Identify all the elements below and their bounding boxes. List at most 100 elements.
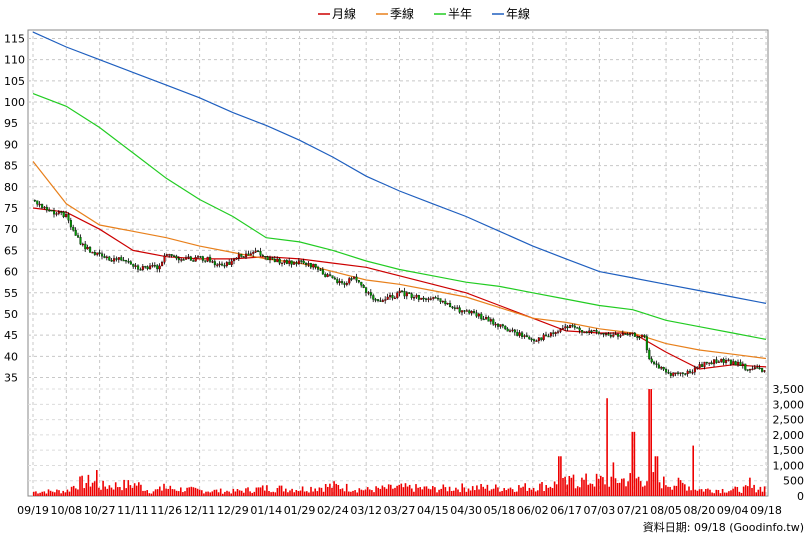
candle-body xyxy=(643,334,646,337)
volume-bar xyxy=(457,489,459,496)
volume-tick-label: 500 xyxy=(783,475,804,488)
volume-bar xyxy=(539,483,541,496)
candle-body xyxy=(681,372,684,374)
candle-body xyxy=(530,338,533,341)
date-tick-label: 10/08 xyxy=(50,504,82,517)
price-tick-label: 45 xyxy=(4,329,18,342)
price-tick-label: 65 xyxy=(4,244,18,257)
candle-body xyxy=(691,371,694,374)
volume-bar xyxy=(411,488,413,496)
volume-bar xyxy=(677,477,680,496)
volume-bar xyxy=(159,486,161,496)
candle-body xyxy=(84,243,87,250)
candle-body xyxy=(194,257,197,262)
volume-bar xyxy=(513,491,516,496)
volume-bar xyxy=(264,490,266,496)
candle-body xyxy=(727,359,730,361)
volume-bar xyxy=(324,484,327,496)
legend-label-年線: 年線 xyxy=(506,6,530,21)
candle-body xyxy=(401,290,404,293)
volume-bar xyxy=(186,487,188,496)
candle-body xyxy=(153,265,156,267)
volume-bar xyxy=(173,489,176,496)
price-tick-label: 100 xyxy=(4,96,25,109)
volume-bar xyxy=(755,492,757,496)
candle-body xyxy=(362,285,365,288)
volume-bar xyxy=(39,492,41,496)
volume-bar xyxy=(671,489,673,496)
candle-body xyxy=(201,256,204,261)
candle-body xyxy=(276,258,279,263)
volume-bar xyxy=(234,491,237,496)
volume-bar xyxy=(425,486,428,496)
candle-body xyxy=(62,211,65,218)
candle-body xyxy=(662,366,665,370)
volume-bar xyxy=(180,487,182,496)
candle-body xyxy=(197,256,200,258)
candle-body xyxy=(89,247,92,253)
volume-bar xyxy=(484,488,487,496)
volume-bar xyxy=(396,485,398,496)
date-tick-label: 07/03 xyxy=(584,504,616,517)
candle-body xyxy=(180,259,183,261)
volume-bar xyxy=(161,490,163,496)
volume-bar xyxy=(534,491,537,496)
volume-bar xyxy=(379,488,382,496)
candle-body xyxy=(607,333,610,336)
candle-body xyxy=(101,253,104,257)
volume-bar xyxy=(606,398,608,496)
date-tick-label: 09/04 xyxy=(717,504,749,517)
candle-body xyxy=(756,367,759,369)
candle-body xyxy=(746,369,749,371)
candle-body xyxy=(60,211,63,213)
volume-bar xyxy=(282,491,285,496)
volume-bar xyxy=(226,490,228,496)
volume-bar xyxy=(249,491,251,496)
volume-bar xyxy=(375,486,377,496)
volume-bar xyxy=(413,491,415,496)
volume-bar xyxy=(280,485,283,496)
volume-bar xyxy=(673,485,676,496)
candle-body xyxy=(41,203,44,208)
volume-bar xyxy=(415,484,417,496)
volume-bar xyxy=(463,487,466,496)
volume-bar xyxy=(45,493,48,496)
volume-bar xyxy=(648,389,650,496)
candle-body xyxy=(36,200,39,205)
volume-bar xyxy=(736,486,739,496)
candle-body xyxy=(761,368,764,372)
volume-bar xyxy=(732,488,734,496)
candle-body xyxy=(689,370,692,373)
candle-body xyxy=(708,362,711,364)
candle-body xyxy=(590,330,593,332)
candle-body xyxy=(216,264,219,266)
volume-bar xyxy=(303,491,306,496)
candle-body xyxy=(53,210,56,215)
volume-bar xyxy=(255,487,258,496)
candle-body xyxy=(182,259,185,261)
candle-body xyxy=(705,361,708,364)
candle-body xyxy=(588,330,591,333)
candle-body xyxy=(605,333,608,335)
volume-bar xyxy=(763,486,766,496)
candle-body xyxy=(283,260,286,263)
volume-bar xyxy=(616,482,619,496)
candle-body xyxy=(458,307,461,313)
candle-body xyxy=(146,266,149,270)
candle-body xyxy=(295,262,298,265)
date-tick-label: 10/27 xyxy=(84,504,116,517)
volume-bar xyxy=(446,491,449,496)
volume-bar xyxy=(629,473,631,496)
volume-bar xyxy=(259,487,262,496)
candle-body xyxy=(713,359,716,365)
volume-bar xyxy=(543,491,545,496)
volume-bar xyxy=(156,489,159,496)
volume-bar xyxy=(230,493,232,496)
candle-body xyxy=(288,260,291,264)
candle-body xyxy=(650,358,653,363)
volume-bars xyxy=(33,389,766,496)
volume-bar xyxy=(417,487,419,496)
volume-bar xyxy=(476,485,478,496)
volume-bar xyxy=(660,488,663,496)
volume-bar xyxy=(381,485,384,496)
